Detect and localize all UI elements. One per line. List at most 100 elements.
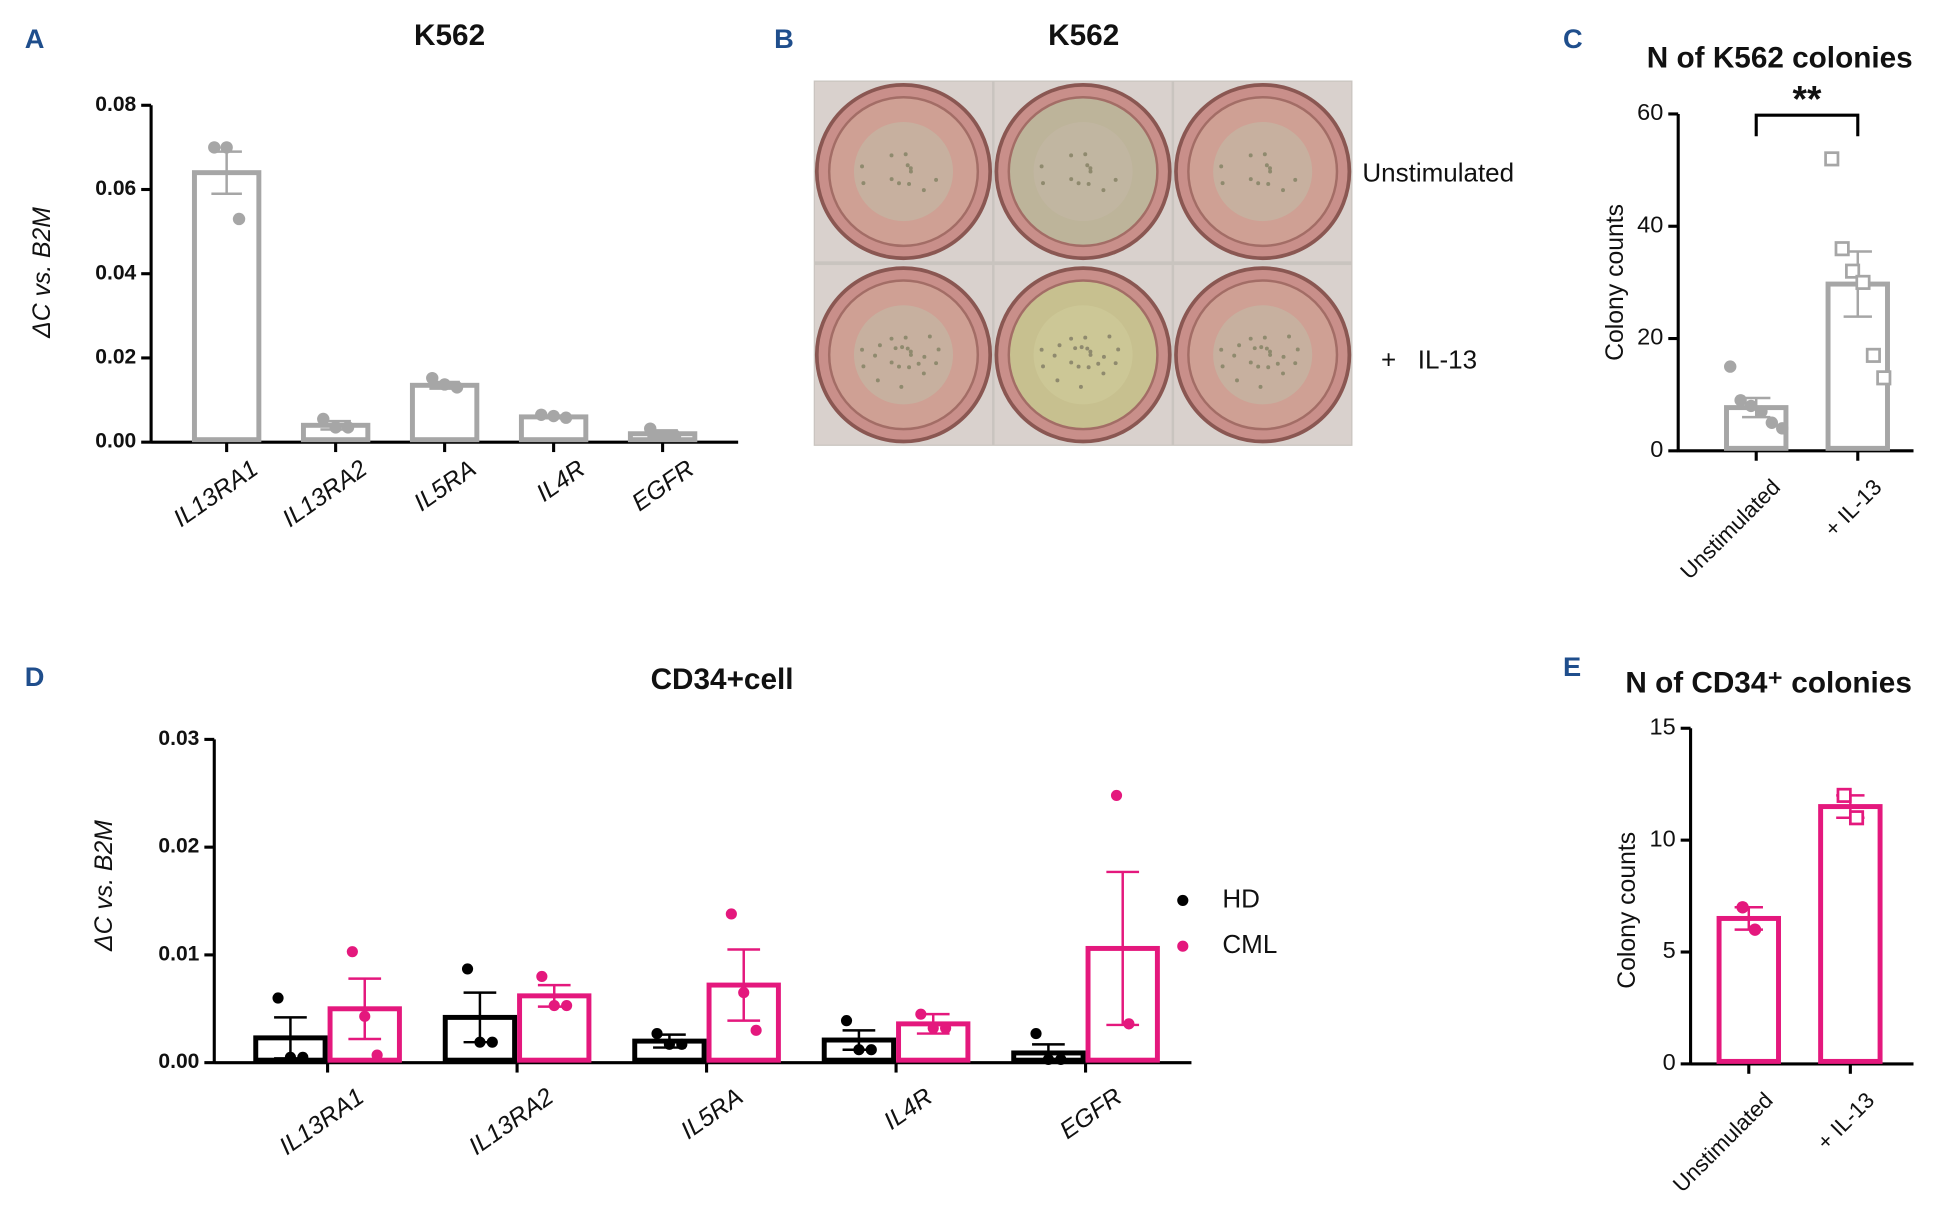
dish-center	[1033, 122, 1133, 222]
colony	[899, 384, 904, 389]
data-point	[317, 412, 330, 426]
colony	[900, 345, 905, 350]
x-tick-label: Unstimulated	[1675, 474, 1785, 584]
colony	[1085, 346, 1090, 351]
data-point	[865, 1044, 877, 1056]
colony	[908, 169, 913, 174]
data-point	[1876, 370, 1892, 386]
colony	[1235, 378, 1239, 383]
colony	[1266, 181, 1271, 186]
data-point	[1055, 1053, 1067, 1065]
row-label: Unstimulated	[1362, 158, 1514, 188]
data-point	[536, 970, 548, 983]
data-point	[208, 141, 221, 154]
y-axis-label: Colony counts	[1614, 832, 1641, 989]
colony	[1281, 371, 1285, 376]
colony	[1262, 335, 1267, 340]
data-point	[1765, 416, 1779, 429]
significance-label: **	[1793, 77, 1822, 119]
data-point	[840, 1015, 853, 1027]
data-point	[1744, 399, 1758, 413]
colony	[1107, 334, 1112, 339]
colony	[1069, 153, 1074, 158]
colony	[1057, 343, 1062, 348]
colony	[927, 334, 932, 339]
data-point	[1848, 810, 1865, 826]
colony	[1041, 364, 1045, 369]
data-point	[284, 1051, 297, 1063]
colony	[1039, 347, 1044, 352]
data-point	[1836, 787, 1852, 803]
x-tick-label: IL13RA2	[464, 1083, 559, 1161]
data-point	[1845, 263, 1861, 279]
colony	[1266, 365, 1271, 370]
colony	[1076, 181, 1081, 186]
colony	[1295, 347, 1300, 352]
colony	[889, 177, 894, 182]
colony	[1088, 169, 1093, 174]
data-point	[461, 963, 474, 975]
data-point	[1755, 405, 1768, 418]
x-tick-label: IL13RA1	[169, 455, 263, 532]
colony	[1069, 336, 1074, 341]
colony	[1262, 152, 1267, 157]
data-point	[676, 1038, 688, 1050]
colony	[1086, 181, 1091, 186]
y-tick-label: 0.00	[158, 1050, 199, 1073]
colony	[1287, 334, 1292, 339]
colony	[921, 188, 926, 193]
dish-center	[853, 122, 954, 222]
colony	[893, 346, 898, 351]
y-axis-label: Colony counts	[1602, 204, 1629, 361]
colony	[903, 335, 908, 340]
data-point	[651, 1027, 663, 1040]
x-tick-label: IL5RA	[409, 455, 481, 517]
colony	[908, 349, 913, 354]
data-point	[1042, 1053, 1054, 1065]
colony	[1101, 371, 1106, 376]
data-point	[1030, 1027, 1042, 1040]
data-point	[915, 1008, 927, 1020]
row-label: + IL-13	[1381, 345, 1477, 375]
bar	[191, 170, 262, 443]
colony	[1248, 336, 1253, 341]
colony	[1073, 346, 1078, 351]
colony	[1256, 364, 1261, 369]
colony	[1275, 361, 1280, 366]
colony	[889, 360, 894, 365]
panel-letter: D	[25, 661, 45, 692]
colony	[1248, 177, 1253, 182]
dish-center	[1033, 305, 1133, 405]
legend-label: CML	[1222, 929, 1277, 959]
significance-bracket	[1754, 113, 1860, 137]
colony	[1268, 352, 1273, 357]
legend-label: HD	[1222, 883, 1260, 913]
colony	[1232, 353, 1237, 358]
colony	[903, 152, 908, 157]
data-point	[547, 409, 560, 423]
colony	[936, 347, 941, 352]
colony	[1101, 188, 1106, 193]
data-point	[341, 421, 355, 434]
colony	[1248, 153, 1253, 158]
colony	[1220, 364, 1225, 369]
colony	[1268, 169, 1273, 174]
colony	[1039, 164, 1044, 169]
colony	[1219, 347, 1224, 352]
y-tick-label: 0.06	[95, 177, 136, 200]
x-tick-label: Unstimulated	[1668, 1087, 1778, 1197]
data-point	[656, 429, 669, 443]
colony	[1264, 163, 1269, 168]
data-point	[1734, 394, 1747, 407]
colony	[1259, 345, 1264, 350]
colony	[1052, 353, 1057, 358]
colony	[1252, 346, 1257, 351]
y-tick-label: 0.01	[158, 942, 199, 965]
data-point	[1110, 789, 1123, 802]
colony	[1293, 177, 1298, 182]
colony	[1293, 361, 1298, 366]
x-tick-label: IL13RA2	[278, 455, 373, 533]
panel-title: N of CD34⁺ colonies	[1625, 667, 1912, 700]
colony	[861, 364, 866, 369]
data-point	[486, 1036, 498, 1048]
